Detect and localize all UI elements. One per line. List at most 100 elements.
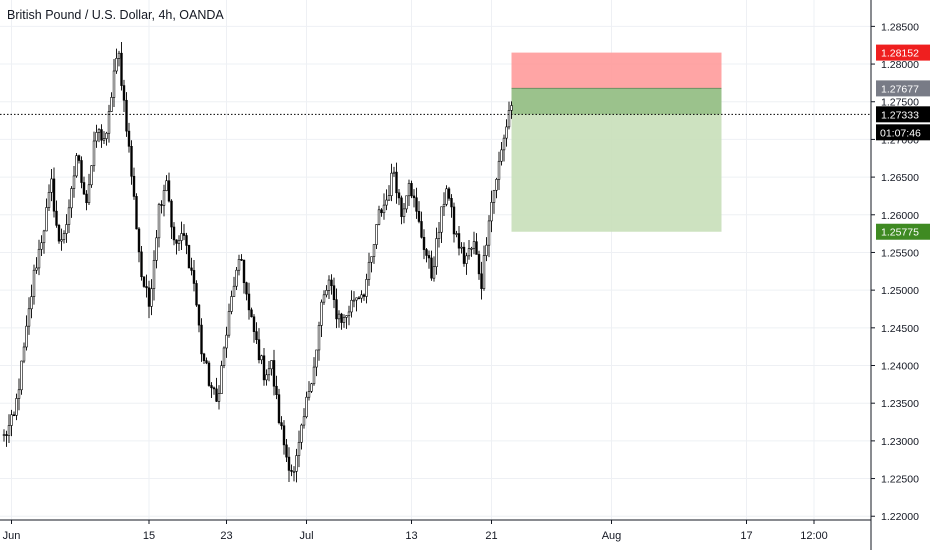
candle-up (72, 175, 76, 189)
candle-up (222, 347, 226, 367)
price-tick-label: 1.23000 (881, 436, 919, 448)
candle-up (260, 355, 263, 361)
candle-down (285, 444, 288, 458)
candle-down (212, 387, 216, 390)
candle-down (275, 385, 278, 395)
candle-down (215, 388, 218, 402)
candle-up (322, 294, 326, 303)
time-tick-label: 23 (220, 530, 232, 542)
candle-down (125, 99, 128, 132)
candle-up (327, 279, 331, 291)
candle-down (450, 198, 453, 208)
candle-down (400, 197, 403, 217)
candle-down (142, 276, 146, 287)
candle-up (495, 179, 498, 191)
candle-up (20, 360, 23, 391)
candle-down (462, 246, 466, 264)
candle-down (190, 267, 193, 271)
candle-up (442, 203, 446, 208)
candle-up (35, 267, 38, 271)
candle-up (482, 255, 486, 289)
candle-up (437, 231, 441, 239)
chart-title: British Pound / U.S. Dollar, 4h, OANDA (7, 8, 224, 22)
candle-down (277, 394, 281, 423)
candle-up (367, 261, 371, 280)
candle-up (50, 178, 53, 193)
candle-down (475, 241, 478, 255)
candle-down (167, 180, 171, 202)
candle-up (70, 188, 73, 209)
countdown-tag-label: 01:07:46 (880, 127, 921, 139)
candle-up (385, 199, 388, 206)
entry-tag-label: 1.27677 (881, 83, 919, 95)
candle-down (147, 287, 151, 307)
candle-up (365, 279, 368, 297)
price-tick-label: 1.22000 (881, 511, 919, 523)
candle-up (325, 290, 328, 296)
candle-down (130, 146, 133, 177)
candle-up (505, 126, 508, 139)
candle-up (220, 365, 223, 394)
candle-down (262, 355, 266, 381)
candle-up (445, 188, 448, 205)
candle-up (237, 259, 241, 271)
candle-up (105, 132, 108, 139)
target-tag (876, 223, 930, 240)
time-tick-label: 21 (485, 530, 497, 542)
candle-up (267, 368, 271, 376)
candle-down (182, 233, 186, 236)
candles (2, 42, 513, 483)
price-tick-label: 1.25500 (881, 247, 919, 259)
candle-down (395, 171, 398, 194)
candle-up (435, 238, 438, 268)
candle-up (337, 313, 341, 320)
candle-down (207, 362, 211, 386)
candle-down (160, 204, 163, 206)
candle-up (177, 240, 181, 244)
candle-down (205, 360, 208, 364)
candle-up (165, 180, 168, 191)
stop-tag-label: 1.28152 (881, 48, 919, 60)
candle-up (292, 471, 296, 473)
time-tick-label: 13 (405, 530, 417, 542)
candle-up (25, 325, 28, 348)
stop-loss-zone (511, 52, 722, 89)
candle-down (420, 221, 423, 238)
candle-up (432, 266, 436, 279)
candle-down (57, 225, 61, 242)
candle-down (290, 470, 293, 472)
candle-up (315, 349, 318, 368)
candle-up (30, 296, 33, 310)
candle-down (192, 270, 196, 284)
candle-up (95, 132, 98, 142)
candle-down (257, 339, 261, 361)
candle-down (272, 360, 276, 387)
candle-up (65, 224, 68, 234)
candle-up (97, 129, 101, 133)
candle-down (170, 200, 173, 228)
candle-up (150, 288, 153, 307)
candle-down (427, 255, 431, 259)
candle-down (185, 235, 188, 246)
candle-up (355, 297, 358, 301)
price-tick-label: 1.26500 (881, 172, 919, 184)
candle-down (122, 85, 126, 101)
candle-down (340, 313, 343, 323)
candle-up (295, 455, 298, 472)
candle-down (132, 175, 136, 197)
candle-up (305, 396, 308, 418)
candle-down (85, 193, 88, 204)
candle-down (187, 245, 191, 269)
candle-up (67, 207, 71, 225)
candle-down (447, 188, 451, 199)
candle-down (335, 299, 338, 320)
candle-down (415, 197, 418, 212)
candle-up (360, 294, 363, 299)
price-tick-label: 1.28500 (881, 21, 919, 33)
long-position-tool[interactable] (511, 52, 722, 232)
candle-up (10, 414, 13, 426)
candle-down (255, 331, 258, 340)
candle-up (37, 248, 41, 269)
